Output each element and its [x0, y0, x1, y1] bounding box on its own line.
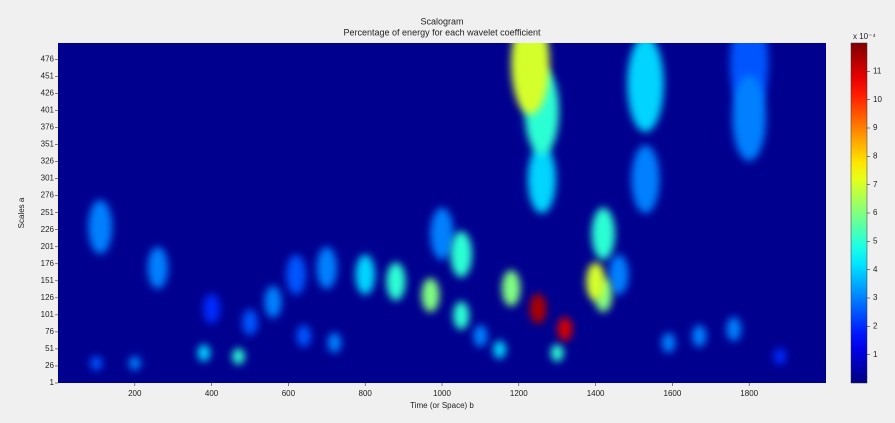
y-tick-label: 76: [45, 327, 54, 336]
colorbar-tick-label: 8: [873, 151, 878, 160]
heat-blob: [586, 262, 606, 301]
heat-blob: [296, 324, 311, 347]
heat-blob: [242, 309, 258, 336]
heat-blob: [550, 344, 564, 362]
y-tick-label: 26: [45, 361, 54, 370]
heat-blob: [264, 285, 282, 318]
colorbar-tick-label: 3: [873, 293, 878, 302]
heat-blob: [692, 324, 707, 347]
y-tick-label: 326: [41, 157, 55, 166]
heat-blob: [661, 332, 676, 353]
heat-blob: [421, 278, 440, 313]
colorbar-label: x 10⁻⁴: [853, 32, 876, 41]
colorbar-tick-label: 5: [873, 236, 878, 245]
heat-blob: [453, 301, 470, 330]
y-tick-label: 126: [41, 293, 55, 302]
colorbar: [850, 42, 868, 384]
x-tick-label: 1800: [740, 389, 758, 398]
x-tick-label: 600: [282, 389, 296, 398]
y-tick-label: 251: [41, 208, 55, 217]
heat-blob: [773, 348, 787, 365]
heat-blob: [203, 293, 220, 324]
colorbar-tick-label: 6: [873, 208, 878, 217]
heat-blob: [726, 317, 742, 342]
heat-blob: [386, 262, 406, 301]
heat-blob: [128, 356, 141, 371]
heat-blob: [529, 293, 547, 324]
x-tick-label: 1200: [510, 389, 528, 398]
heat-blob: [473, 324, 488, 347]
heat-blob: [327, 332, 342, 353]
colorbar-tick-label: 7: [873, 180, 878, 189]
y-tick-label: 451: [41, 71, 55, 80]
colorbar-tick-label: 1: [873, 350, 878, 359]
heatmap: [88, 43, 787, 371]
x-tick-label: 400: [205, 389, 219, 398]
y-tick-label: 426: [41, 89, 55, 98]
heat-blob: [511, 43, 550, 115]
y-tick-label: 51: [45, 344, 54, 353]
y-tick-label: 101: [41, 310, 55, 319]
chart-subtitle: Percentage of energy for each wavelet co…: [344, 27, 541, 37]
x-tick-label: 800: [359, 389, 373, 398]
heat-blob: [631, 145, 660, 214]
y-tick-label: 301: [41, 174, 55, 183]
heat-blob: [90, 356, 103, 371]
heat-blob: [493, 340, 507, 359]
heat-blob: [316, 246, 337, 289]
y-tick-label: 201: [41, 242, 55, 251]
y-tick-label: 151: [41, 276, 55, 285]
y-tick-label: 401: [41, 106, 55, 115]
y-tick-label: 276: [41, 191, 55, 200]
y-tick-label: 226: [41, 225, 55, 234]
heat-blob: [450, 231, 472, 278]
chart-title: Scalogram: [420, 16, 463, 26]
heat-blob: [501, 270, 521, 307]
y-tick-label: 476: [41, 54, 55, 63]
y-axis-label: Scales a: [17, 197, 26, 228]
x-tick-label: 1400: [587, 389, 605, 398]
y-tick-label: 1: [50, 378, 55, 387]
heat-blob: [608, 254, 629, 295]
heat-blob: [355, 254, 376, 295]
heat-blob: [557, 317, 573, 342]
y-tick-label: 351: [41, 140, 55, 149]
x-axis-label: Time (or Space) b: [410, 401, 474, 410]
heat-blob: [88, 199, 113, 254]
heat-blob: [232, 348, 245, 365]
y-tick-label: 376: [41, 123, 55, 132]
colorbar-tick-label: 2: [873, 321, 878, 330]
x-tick-label: 1600: [664, 389, 682, 398]
colorbar-tick-label: 4: [873, 265, 878, 274]
heat-blob: [527, 145, 556, 214]
x-tick-label: 1000: [433, 389, 451, 398]
heat-blob: [591, 207, 615, 260]
x-tick-label: 200: [128, 389, 142, 398]
y-tick-label: 176: [41, 259, 55, 268]
heat-blob: [430, 207, 454, 260]
heat-blob: [147, 246, 168, 289]
colorbar-tick-label: 9: [873, 123, 878, 132]
heat-blob: [732, 74, 766, 161]
heat-blob: [286, 254, 306, 295]
heat-blob: [197, 344, 211, 362]
colorbar-tick-label: 11: [873, 66, 882, 75]
heat-blob: [627, 43, 664, 132]
colorbar-tick-label: 10: [873, 95, 882, 104]
